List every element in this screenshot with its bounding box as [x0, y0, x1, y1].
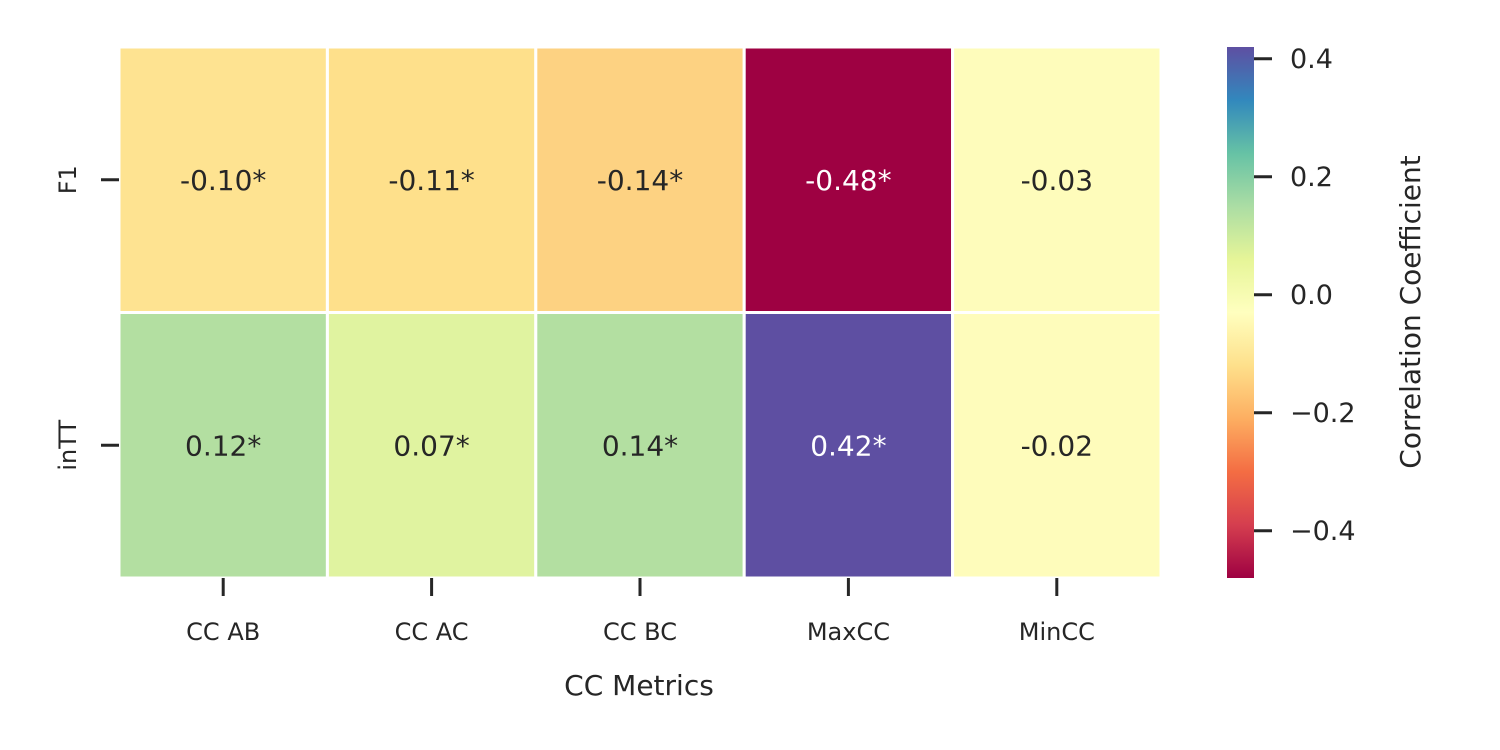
y-tick-label: inTT — [54, 420, 82, 471]
x-tick-label: CC AB — [186, 618, 260, 646]
heatmap-cell — [117, 45, 329, 314]
cell-annotation: 0.42* — [810, 429, 886, 462]
cell-annotation: -0.48* — [805, 164, 891, 197]
heatmap-cell — [742, 45, 955, 314]
heatmap-cell — [325, 45, 538, 314]
cell-annotation: -0.03 — [1021, 164, 1093, 197]
colorbar-tick-label: 0.2 — [1290, 162, 1333, 193]
heatmap-cell — [534, 45, 746, 314]
cell-annotation: -0.14* — [597, 164, 683, 197]
cell-annotation: -0.11* — [388, 164, 474, 197]
y-axis: F1 inTT — [54, 165, 119, 471]
cell-annotation: 0.07* — [393, 429, 469, 462]
cell-annotation: -0.02 — [1021, 429, 1093, 462]
colorbar-gradient — [1227, 47, 1254, 578]
y-tick-label: F1 — [54, 165, 82, 194]
x-axis-title: CC Metrics — [564, 669, 714, 702]
heatmap-cell — [951, 311, 1163, 580]
heatmap-cell — [117, 311, 329, 580]
x-tick-label: CC BC — [603, 618, 677, 646]
x-tick-label: MaxCC — [807, 618, 890, 646]
colorbar-title: Correlation Coefficient — [1394, 155, 1427, 468]
heatmap-cell — [951, 45, 1163, 314]
colorbar-tick-label: −0.4 — [1290, 516, 1356, 547]
cell-annotation: 0.12* — [185, 429, 261, 462]
x-tick-label: MinCC — [1019, 618, 1095, 646]
x-axis: CC AB CC AC CC BC MaxCC MinCC — [186, 578, 1095, 646]
colorbar-tick-label: 0.4 — [1290, 44, 1333, 75]
colorbar: 0.4 0.2 0.0 −0.2 −0.4 — [1227, 44, 1356, 578]
cell-annotation: 0.14* — [602, 429, 678, 462]
cell-annotation: -0.10* — [180, 164, 266, 197]
colorbar-tick-label: −0.2 — [1290, 398, 1356, 429]
heatmap-cell — [534, 311, 746, 580]
x-tick-label: CC AC — [395, 618, 469, 646]
heatmap-cells: -0.10* -0.11* -0.14* -0.48* -0.03 0.12* 0.07* 0… — [117, 45, 1163, 580]
colorbar-tick-label: 0.0 — [1290, 280, 1333, 311]
